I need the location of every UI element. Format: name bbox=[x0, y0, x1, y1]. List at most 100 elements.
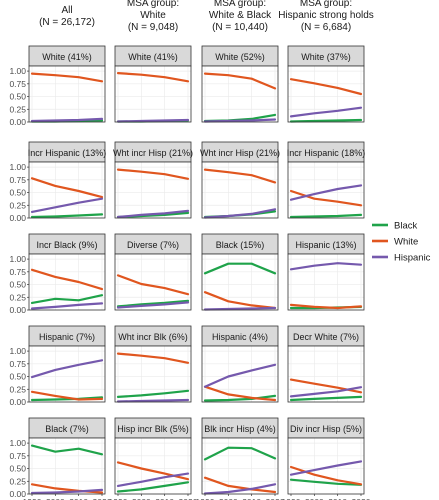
series-line-black bbox=[203, 394, 277, 402]
series-line-white bbox=[203, 168, 277, 184]
panel-border bbox=[201, 161, 279, 219]
facet-title: Wht incr Hisp (21%) bbox=[113, 148, 193, 158]
facet-title: Incr Hispanic (13%) bbox=[28, 148, 107, 158]
series-line-hispanic bbox=[116, 118, 190, 123]
y-tick-label: 0.00 bbox=[9, 213, 26, 223]
series-line-black bbox=[203, 262, 277, 275]
series-line-black bbox=[30, 213, 104, 219]
plot-area bbox=[202, 254, 278, 310]
facet-panel: White (37%) bbox=[287, 45, 365, 123]
facet-panel: Hispanic (13%) bbox=[287, 233, 365, 311]
column-header-line: (N = 10,440) bbox=[212, 22, 268, 33]
panel-border bbox=[287, 253, 365, 311]
facet-panel: White (41%) bbox=[114, 45, 192, 123]
y-tick-label: 0.75 bbox=[9, 175, 26, 185]
series-line-white bbox=[289, 465, 363, 486]
series-line-black bbox=[203, 446, 277, 461]
column-header-line: (N = 9,048) bbox=[128, 22, 178, 33]
series-line-black bbox=[30, 444, 104, 456]
x-tick-label: 2010 bbox=[155, 497, 174, 500]
series-line-hispanic bbox=[30, 359, 104, 379]
series-line-black bbox=[116, 299, 190, 308]
facet-panel: Hisp incr Blk (5%) 1990 2000 2010 2020 bbox=[109, 417, 198, 500]
series-line-black bbox=[289, 395, 363, 402]
plot-area bbox=[288, 254, 364, 310]
facet-title: Wht incr Blk (6%) bbox=[118, 332, 188, 342]
series-line-hispanic bbox=[30, 488, 104, 495]
y-tick-label: 0.25 bbox=[9, 384, 26, 394]
series-line-hispanic bbox=[203, 483, 277, 495]
y-tick-label: 1.00 bbox=[9, 346, 26, 356]
y-tick-label: 0.25 bbox=[9, 200, 26, 210]
y-tick-label: 0.75 bbox=[9, 267, 26, 277]
y-tick-label: 0.00 bbox=[9, 305, 26, 315]
series-line-black bbox=[289, 213, 363, 219]
series-line-hispanic bbox=[289, 460, 363, 476]
series-line-white bbox=[203, 291, 277, 310]
column-header-line: MSA group: bbox=[127, 0, 179, 9]
facet-panel: Diverse (7%) bbox=[114, 233, 192, 311]
y-tick-label: 1.00 bbox=[9, 438, 26, 448]
y-tick-label: 0.50 bbox=[9, 280, 26, 290]
facet-title: Blk incr Hisp (4%) bbox=[204, 424, 276, 434]
panel-border bbox=[28, 345, 106, 403]
facet-title: Black (7%) bbox=[45, 424, 89, 434]
x-tick-label: 1990 bbox=[282, 497, 301, 500]
series-line-black bbox=[116, 481, 190, 493]
legend: Black White Hispanic bbox=[372, 221, 431, 264]
column-header-line: (N = 6,684) bbox=[301, 22, 351, 33]
legend-label: White bbox=[394, 237, 418, 248]
series-line-hispanic bbox=[289, 262, 363, 271]
y-tick-label: 0.25 bbox=[9, 476, 26, 486]
facet-title: Diverse (7%) bbox=[127, 240, 179, 250]
series-line-hispanic bbox=[289, 386, 363, 398]
facet-title: White (52%) bbox=[215, 52, 265, 62]
column-header-line: White & Black bbox=[209, 10, 272, 21]
x-tick-label: 2000 bbox=[132, 497, 151, 500]
series-line-black bbox=[289, 478, 363, 486]
facet-title: Hispanic (13%) bbox=[295, 240, 356, 250]
y-tick-label: 0.00 bbox=[9, 397, 26, 407]
legend-label: Black bbox=[394, 221, 417, 232]
facet-panel: Blk incr Hisp (4%) 1990 2000 2010 2020 bbox=[196, 417, 285, 500]
series-line-black bbox=[116, 389, 190, 398]
panel-border bbox=[28, 253, 106, 311]
series-line-hispanic bbox=[116, 209, 190, 219]
series-line-white bbox=[30, 72, 104, 83]
x-tick-label: 2000 bbox=[305, 497, 324, 500]
series-line-hispanic bbox=[30, 117, 104, 123]
y-tick-label: 0.75 bbox=[9, 359, 26, 369]
series-line-hispanic bbox=[289, 184, 363, 201]
plot-area bbox=[288, 66, 364, 122]
y-tick-label: 0.50 bbox=[9, 372, 26, 382]
panel-border bbox=[287, 65, 365, 123]
y-tick-label: 0.25 bbox=[9, 292, 26, 302]
panel-border bbox=[287, 345, 365, 403]
x-tick-label: 1990 bbox=[109, 497, 128, 500]
facet-panel: White (52%) bbox=[201, 45, 279, 123]
facet-title: Hispanic (4%) bbox=[212, 332, 268, 342]
series-line-hispanic bbox=[30, 197, 104, 213]
facet-panel: Wht incr Blk (6%) bbox=[114, 325, 192, 403]
series-line-hispanic bbox=[116, 472, 190, 487]
y-tick-label: 0.75 bbox=[9, 451, 26, 461]
series-line-white bbox=[289, 189, 363, 207]
panel-border bbox=[114, 253, 192, 311]
panel-border bbox=[114, 345, 192, 403]
y-tick-label: 1.00 bbox=[9, 162, 26, 172]
facet-panel: Hispanic (7%) 0.00 0.25 0.50 0.75 1.00 bbox=[9, 325, 106, 407]
series-line-black bbox=[289, 118, 363, 123]
facet-title: Hisp incr Blk (5%) bbox=[117, 424, 189, 434]
facet-title: Div incr Hisp (5%) bbox=[290, 424, 362, 434]
x-tick-label: 2020 bbox=[179, 497, 198, 500]
facet-title: Black (15%) bbox=[216, 240, 265, 250]
series-line-hispanic bbox=[203, 208, 277, 219]
column-header-line: MSA group: bbox=[214, 0, 266, 9]
x-tick-label: 2010 bbox=[242, 497, 261, 500]
facet-panel: Wht incr Hisp (21%) bbox=[113, 141, 193, 219]
column-header-line: All bbox=[61, 5, 72, 16]
series-line-white bbox=[30, 390, 104, 401]
panel-border bbox=[28, 437, 106, 495]
panel-border bbox=[114, 161, 192, 219]
